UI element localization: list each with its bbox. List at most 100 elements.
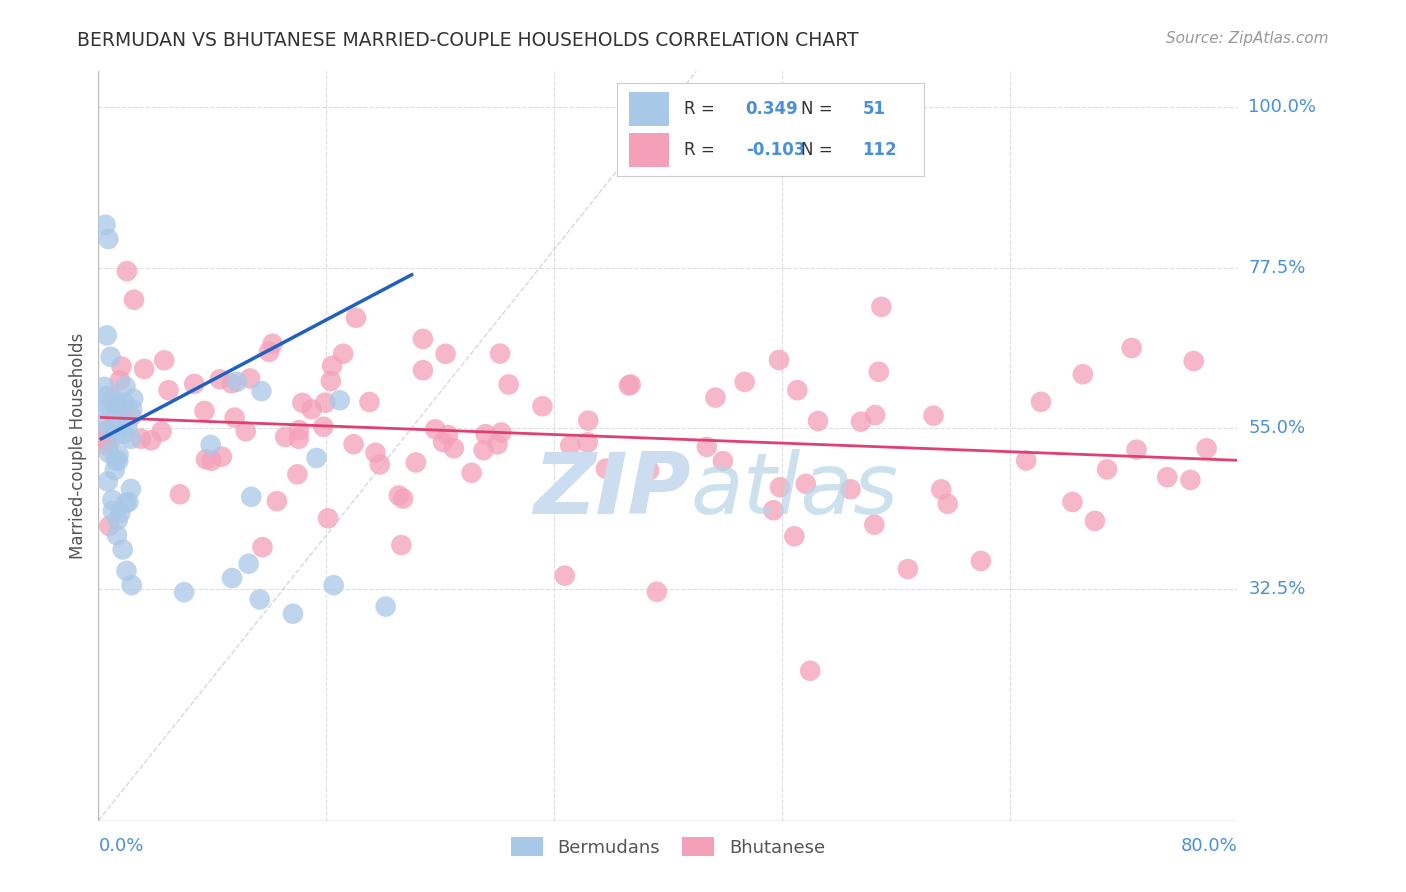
- Point: [193, 404, 215, 418]
- Point: [474, 427, 496, 442]
- Point: [105, 428, 128, 442]
- Text: BERMUDAN VS BHUTANESE MARRIED-COUPLE HOUSEHOLDS CORRELATION CHART: BERMUDAN VS BHUTANESE MARRIED-COUPLE HOU…: [77, 31, 859, 50]
- Text: 100.0%: 100.0%: [1249, 98, 1316, 116]
- Point: [96, 434, 118, 448]
- Point: [374, 599, 396, 614]
- Text: 80.0%: 80.0%: [1181, 838, 1237, 855]
- Point: [91, 417, 114, 432]
- Text: 0.0%: 0.0%: [98, 838, 143, 855]
- Point: [250, 384, 273, 399]
- Point: [1084, 514, 1107, 528]
- Point: [115, 264, 138, 278]
- Point: [104, 398, 127, 412]
- Point: [392, 491, 415, 506]
- Point: [105, 409, 128, 424]
- Point: [460, 466, 482, 480]
- Point: [97, 475, 120, 489]
- Point: [121, 402, 143, 417]
- Point: [112, 402, 135, 417]
- Point: [794, 476, 817, 491]
- Text: ZIP: ZIP: [533, 450, 690, 533]
- Point: [157, 383, 180, 397]
- Point: [98, 446, 121, 460]
- Point: [531, 399, 554, 413]
- Point: [319, 374, 342, 388]
- Point: [1182, 354, 1205, 368]
- Point: [1180, 473, 1202, 487]
- Point: [252, 540, 274, 554]
- Point: [117, 420, 139, 434]
- Point: [897, 562, 920, 576]
- Point: [98, 519, 121, 533]
- Point: [1062, 495, 1084, 509]
- Text: 32.5%: 32.5%: [1249, 580, 1306, 598]
- Point: [194, 452, 217, 467]
- Point: [114, 379, 136, 393]
- Point: [560, 438, 582, 452]
- Point: [425, 422, 447, 436]
- Point: [645, 584, 668, 599]
- Point: [91, 400, 114, 414]
- Point: [221, 376, 243, 391]
- Point: [104, 463, 127, 477]
- Point: [734, 375, 756, 389]
- Point: [153, 353, 176, 368]
- Point: [285, 467, 308, 482]
- Point: [696, 440, 718, 454]
- Point: [368, 458, 391, 472]
- Point: [970, 554, 993, 568]
- Point: [434, 347, 457, 361]
- Point: [239, 371, 262, 385]
- Point: [112, 427, 135, 442]
- Point: [225, 375, 247, 389]
- Point: [839, 483, 862, 497]
- Point: [97, 439, 120, 453]
- Point: [200, 438, 222, 452]
- Point: [107, 454, 129, 468]
- Point: [281, 607, 304, 621]
- Point: [183, 376, 205, 391]
- Point: [139, 434, 162, 448]
- Point: [224, 410, 246, 425]
- Text: 55.0%: 55.0%: [1249, 419, 1306, 437]
- Point: [114, 395, 136, 409]
- Point: [117, 495, 139, 509]
- Point: [312, 419, 335, 434]
- Point: [120, 409, 142, 424]
- Point: [332, 347, 354, 361]
- Point: [405, 455, 427, 469]
- Point: [100, 350, 122, 364]
- Point: [108, 373, 131, 387]
- Point: [235, 425, 257, 439]
- Point: [807, 414, 830, 428]
- Point: [211, 450, 233, 464]
- Point: [472, 443, 495, 458]
- Point: [101, 504, 124, 518]
- Point: [359, 395, 381, 409]
- Point: [617, 378, 640, 392]
- Point: [364, 446, 387, 460]
- Point: [576, 414, 599, 428]
- Point: [301, 402, 323, 417]
- Point: [498, 377, 520, 392]
- Point: [936, 497, 959, 511]
- Point: [486, 437, 509, 451]
- Point: [1095, 462, 1118, 476]
- Point: [762, 503, 785, 517]
- Point: [98, 401, 121, 415]
- Point: [638, 463, 661, 477]
- Point: [329, 393, 352, 408]
- Point: [412, 332, 434, 346]
- Point: [436, 428, 458, 442]
- Text: 77.5%: 77.5%: [1249, 259, 1306, 277]
- Point: [344, 310, 367, 325]
- Text: atlas: atlas: [690, 450, 898, 533]
- Point: [262, 336, 284, 351]
- Point: [1156, 470, 1178, 484]
- Point: [200, 454, 222, 468]
- Point: [129, 432, 152, 446]
- Point: [443, 442, 465, 456]
- Point: [711, 454, 734, 468]
- Point: [868, 365, 890, 379]
- Point: [107, 448, 129, 462]
